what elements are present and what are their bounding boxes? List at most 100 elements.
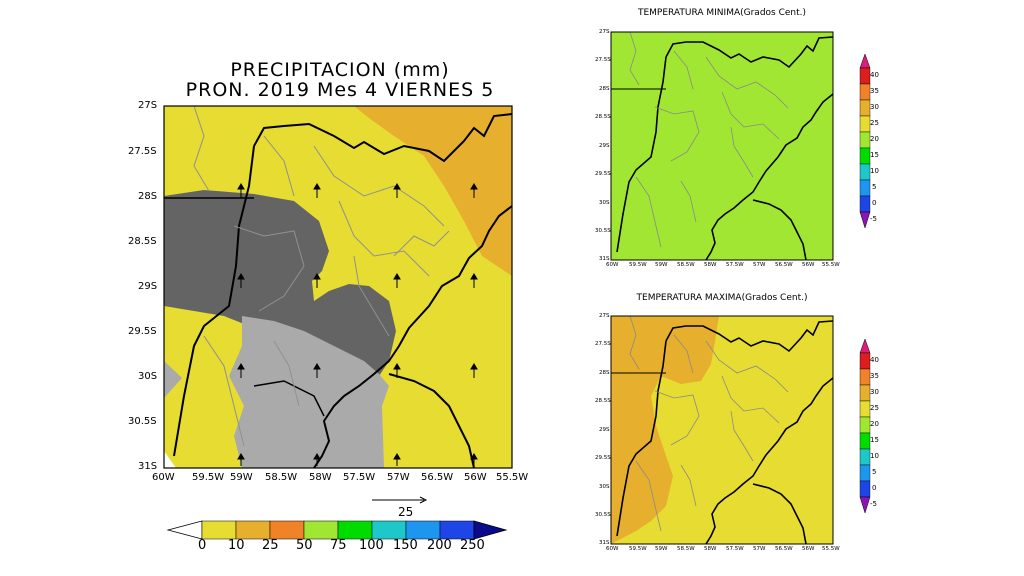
y-tick: 28S [599,86,610,92]
y-tick: 30S [599,484,610,490]
y-tick: 28.5S [595,398,611,404]
x-tick: 58.5W [677,546,695,552]
x-tick: 56.5W [775,546,793,552]
x-tick: 59.5W [192,472,225,483]
light-gray-area [229,316,389,468]
y-tick: 28.5S [128,236,157,247]
max-temp-map [610,315,834,545]
y-tick: 27S [599,313,610,319]
colorbar-label: 30 [870,103,879,111]
y-tick: 31S [599,540,610,546]
colorbar-label: -5 [870,500,877,508]
y-tick: 29.5S [595,455,611,461]
colorbar-label: 30 [870,388,879,396]
colorbar-label: 10 [870,452,879,460]
y-tick: 29.5S [128,326,157,337]
colorbar-label: 15 [870,436,879,444]
y-tick: 28.5S [595,114,611,120]
x-tick: 56.5W [421,472,454,483]
y-tick: 27S [138,100,158,111]
dark-gray-area [164,190,396,376]
colorbar-label: 25 [870,404,879,412]
x-tick: 57.5W [343,472,376,483]
colorbar-label: 75 [330,538,347,553]
green-area [611,32,833,260]
x-tick: 59.5W [629,546,647,552]
y-tick: 31S [599,256,610,262]
colorbar-label: 40 [870,71,879,79]
map-frame [610,31,834,261]
colorbar-label: -5 [870,215,877,223]
min-temp-map [610,31,834,261]
x-tick: 59.5W [629,262,647,268]
map-frame [163,105,513,469]
vector-reference-label: 25 [398,505,414,519]
colorbar-label: 10 [228,538,245,553]
colorbar-label: 150 [393,538,418,553]
x-tick: 60W [152,472,175,483]
y-tick: 27S [599,29,610,35]
colorbar-label: 35 [870,87,879,95]
colorbar-label: 100 [359,538,384,553]
x-tick: 59W [230,472,253,483]
y-tick: 28S [138,191,158,202]
x-tick: 57W [387,472,410,483]
precipitation-map [163,105,513,469]
colorbar-label: 20 [870,420,879,428]
country-border [164,197,325,417]
colorbar-label: 5 [872,183,877,191]
x-tick: 59W [655,262,668,268]
x-tick: 57.5W [726,546,744,552]
y-tick: 29.5S [595,171,611,177]
y-tick: 30S [138,371,158,382]
x-tick: 55.5W [822,546,840,552]
map-frame [610,315,834,545]
y-tick: 28S [599,370,610,376]
colorbar-label: 0 [872,484,877,492]
colorbar-label: 200 [427,538,452,553]
colorbar-label: 5 [872,468,877,476]
x-tick: 56W [464,472,487,483]
y-tick: 27.5S [595,57,611,63]
white-corner [164,451,176,468]
light-gray-area-left [164,361,182,398]
vector-reference-arrow [372,496,428,504]
x-tick: 60W [606,546,619,552]
colorbar-label: 50 [296,538,313,553]
colorbar-label: 20 [870,135,879,143]
y-tick: 29S [138,281,158,292]
y-tick: 29S [599,427,610,433]
colorbar-label: 0 [872,199,877,207]
x-tick: 56W [802,546,815,552]
x-tick: 57W [753,546,766,552]
x-tick: 60W [606,262,619,268]
x-tick: 59W [655,546,668,552]
x-tick: 58W [704,546,717,552]
colorbar-label: 0 [198,538,207,553]
y-tick: 30.5S [595,228,611,234]
borders [173,113,513,469]
x-tick: 58.5W [265,472,298,483]
x-tick: 55.5W [496,472,529,483]
x-tick: 58W [704,262,717,268]
min-temp-colorbar [859,53,871,229]
orange-area [354,106,512,276]
colorbar-label: 35 [870,372,879,380]
colorbar-label: 15 [870,151,879,159]
y-tick: 30S [599,200,610,206]
wind-arrows [237,183,478,466]
department-lines [193,105,450,447]
precipitation-colorbar [166,520,508,540]
x-tick: 56W [802,262,815,268]
main-map-title-line1: PRECIPITACION (mm) [230,59,450,81]
y-tick: 27.5S [595,341,611,347]
x-tick: 58W [309,472,332,483]
colorbar-label: 25 [870,119,879,127]
colorbar-label: 10 [870,167,879,175]
y-tick: 31S [138,461,158,472]
x-tick: 55.5W [822,262,840,268]
colorbar-label: 40 [870,356,879,364]
y-tick: 30.5S [128,416,157,427]
max-temp-colorbar [859,338,871,514]
y-tick: 29S [599,143,610,149]
